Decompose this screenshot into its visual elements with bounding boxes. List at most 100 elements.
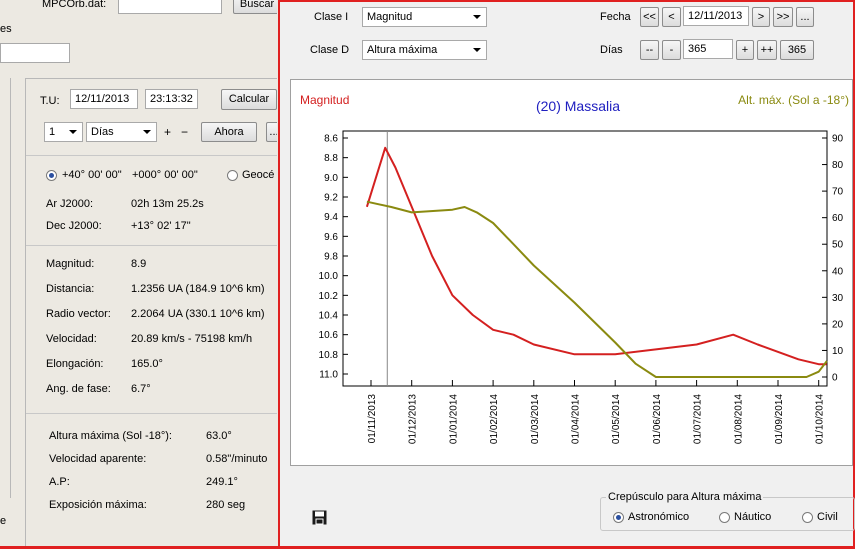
- dias-label: Días: [600, 44, 623, 56]
- geocentric-radio[interactable]: [227, 170, 238, 181]
- right-tick-label: 90: [832, 134, 844, 145]
- clase-d-value: Altura máxima: [367, 44, 438, 56]
- time-input[interactable]: 23:13:32: [145, 89, 198, 109]
- clase-d-select[interactable]: Altura máxima: [362, 40, 487, 60]
- location-lat: +40° 00' 00": [62, 169, 122, 181]
- chevron-down-icon: [473, 48, 481, 52]
- search-button[interactable]: Buscar: [233, 0, 277, 14]
- left-tick-label: 9.0: [324, 173, 338, 184]
- twilight-radio-2[interactable]: [802, 512, 813, 523]
- window-border: [0, 546, 855, 549]
- property-value: 63.0°: [206, 430, 232, 442]
- calculate-button[interactable]: Calcular: [221, 89, 277, 110]
- file-input[interactable]: [118, 0, 222, 14]
- dec-label: Dec J2000:: [46, 220, 102, 232]
- unit-select[interactable]: Días: [86, 122, 157, 142]
- x-tick-label: 01/02/2014: [489, 394, 500, 444]
- plus-plus-button[interactable]: ++: [757, 40, 777, 60]
- clase-i-select[interactable]: Magnitud: [362, 7, 487, 27]
- property-label: Magnitud:: [46, 258, 95, 270]
- x-tick-label: 01/03/2014: [530, 394, 541, 444]
- file-label: MPCOrb.dat:: [42, 0, 107, 10]
- chevron-down-icon: [473, 15, 481, 19]
- x-tick-label: 01/06/2014: [652, 394, 663, 444]
- property-value: 6.7°: [131, 383, 151, 395]
- property-label: Velocidad aparente:: [49, 453, 147, 465]
- property-value: 20.89 km/s - 75198 km/h: [131, 333, 253, 345]
- next-button[interactable]: >: [752, 7, 770, 27]
- property-label: Radio vector:: [46, 308, 111, 320]
- clase-i-value: Magnitud: [367, 11, 413, 23]
- chart-svg: 8.6 8.8 9.0 9.2 9.4 9.6 9.8 10.0 10.2 10.4 10.6 10.…: [300, 93, 849, 444]
- prev-button[interactable]: <: [662, 7, 681, 27]
- separator: [26, 413, 277, 414]
- property-label: Velocidad:: [46, 333, 97, 345]
- property-value: 280 seg: [206, 499, 246, 511]
- more-button[interactable]: ...: [266, 122, 277, 142]
- separator: [26, 245, 277, 246]
- left-tick-label: 9.6: [324, 232, 338, 243]
- chevron-down-icon: [143, 130, 151, 134]
- left-tick-label: 10.0: [319, 271, 339, 282]
- location-radio[interactable]: [46, 170, 57, 181]
- left-tick-label: 8.6: [324, 134, 338, 145]
- x-tick-label: 01/09/2014: [774, 394, 785, 444]
- twilight-radio-1[interactable]: [719, 512, 730, 523]
- dias-input[interactable]: 365: [683, 39, 733, 59]
- property-value: 1.2356 UA (184.9 10^6 km): [131, 283, 265, 295]
- minus-minus-button[interactable]: --: [640, 40, 659, 60]
- left-tick-label: 11.0: [319, 370, 338, 381]
- step-select[interactable]: 1: [44, 122, 83, 142]
- twilight-title: Crepúsculo para Altura máxima: [606, 491, 764, 503]
- days-365-button[interactable]: 365: [780, 40, 814, 60]
- ra-value: 02h 13m 25.2s: [131, 198, 204, 210]
- right-tick-label: 60: [832, 213, 844, 224]
- left-axis-label: Magnitud: [300, 93, 349, 107]
- location-lon: +000° 00' 00": [132, 169, 198, 181]
- magnitude-series-line: [365, 146, 827, 366]
- plus-button[interactable]: +: [164, 125, 172, 139]
- minus-button[interactable]: -: [662, 40, 681, 60]
- left-tick-label: 9.4: [324, 212, 338, 223]
- chart-area: 8.6 8.8 9.0 9.2 9.4 9.6 9.8 10.0 10.2 10.4 10.6 10.…: [290, 79, 853, 466]
- first-button[interactable]: <<: [640, 7, 659, 27]
- fecha-more-button[interactable]: ...: [796, 7, 814, 27]
- twilight-option-label: Náutico: [734, 511, 772, 523]
- property-label: Altura máxima (Sol -18°):: [49, 430, 172, 442]
- geocentric-label: Geocé: [242, 169, 275, 181]
- right-tick-label: 70: [832, 187, 844, 198]
- x-tick-label: 01/07/2014: [693, 394, 704, 444]
- property-label: Exposición máxima:: [49, 499, 147, 511]
- x-tick-label: 01/12/2013: [408, 394, 419, 444]
- window-border: [278, 0, 855, 2]
- property-value: 165.0°: [131, 358, 163, 370]
- date-input[interactable]: 12/11/2013: [70, 89, 138, 109]
- property-value: 249.1°: [206, 476, 238, 488]
- right-tick-label: 30: [832, 293, 844, 304]
- minus-button[interactable]: −: [181, 125, 189, 139]
- right-tick-label: 20: [832, 319, 844, 330]
- save-icon[interactable]: [312, 510, 327, 525]
- unit-value: Días: [91, 126, 114, 138]
- name-input[interactable]: [0, 43, 70, 63]
- bottom-mark: e: [0, 515, 7, 527]
- right-tick-label: 80: [832, 160, 844, 171]
- fecha-input[interactable]: 12/11/2013: [683, 6, 749, 26]
- property-label: A.P:: [49, 476, 70, 488]
- last-button[interactable]: >>: [773, 7, 793, 27]
- left-window: MPCOrb.dat: Buscar es T.U: 12/11/2013 23…: [0, 0, 277, 549]
- clase-i-label: Clase I: [314, 11, 349, 23]
- now-button[interactable]: Ahora: [201, 122, 257, 142]
- left-tick-label: 9.2: [324, 193, 338, 204]
- clase-d-label: Clase D: [310, 44, 350, 56]
- ra-label: Ar J2000:: [46, 198, 94, 210]
- left-tick-label: 10.8: [319, 350, 339, 361]
- twilight-radio-0[interactable]: [613, 512, 624, 523]
- x-tick-label: 01/01/2014: [448, 394, 459, 444]
- left-tick-label: 9.8: [324, 252, 338, 263]
- plus-button[interactable]: +: [736, 40, 754, 60]
- property-label: Elongación:: [46, 358, 104, 370]
- left-panel-edge: [0, 78, 11, 498]
- x-tick-label: 01/10/2014: [815, 394, 826, 444]
- x-tick-label: 01/08/2014: [733, 394, 744, 444]
